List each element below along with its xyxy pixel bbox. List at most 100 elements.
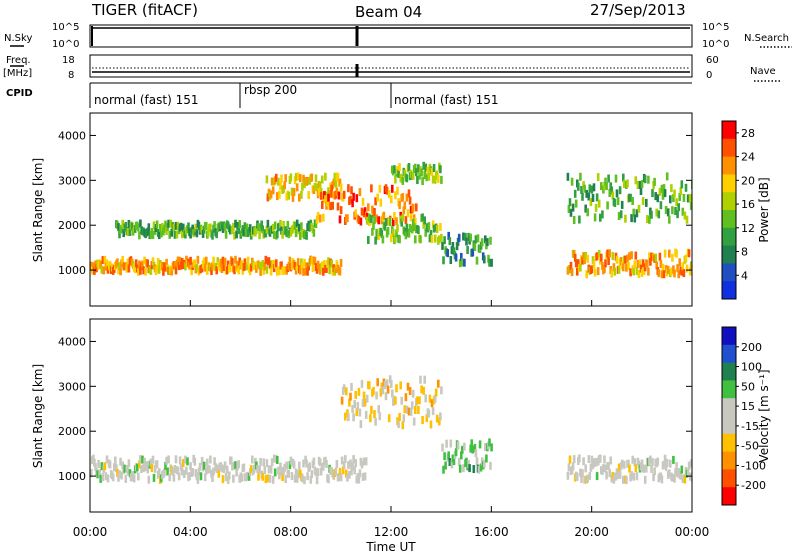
heatmap-cell [357,475,361,484]
heatmap-cell [627,459,630,468]
heatmap-cell [567,463,571,472]
heatmap-cell [427,222,431,231]
heatmap-cell [268,260,272,269]
colorbar-swatch [722,327,736,346]
heatmap-cell [177,472,181,481]
heatmap-cell [300,190,303,199]
heatmap-cell [245,262,249,271]
cpid-segment-0: normal (fast) 151 [94,93,198,107]
heatmap-cell [341,466,345,475]
heatmap-cell [291,193,295,202]
heatmap-cell [335,460,339,468]
heatmap-cell [362,457,366,466]
heatmap-cell [471,445,475,454]
heatmap-cell [298,223,301,232]
heatmap-cell [101,256,105,265]
heatmap-cell [648,215,651,224]
heatmap-cell [189,462,192,471]
heatmap-cell [601,210,604,219]
heatmap-cell [604,177,607,186]
heatmap-cell [371,227,374,236]
heatmap-cell [146,259,149,268]
nsearch-label: N.Search [744,33,789,44]
heatmap-cell [188,472,191,481]
heatmap-cell [361,197,365,206]
heatmap-cell [234,461,237,470]
heatmap-cell [581,256,584,265]
heatmap-cell [339,259,343,267]
colorbar-tick-label: 24 [741,151,755,164]
heatmap-cell [417,406,420,414]
heatmap-cell [322,462,325,471]
heatmap-cell [258,465,261,474]
heatmap-cell [479,463,483,472]
heatmap-cell [290,472,294,481]
heatmap-cell [675,249,678,258]
heatmap-cell [318,181,322,190]
x-tick-label: 12:00 [374,525,409,539]
heatmap-cell [167,455,170,464]
heatmap-cell [377,405,380,414]
heatmap-cell [219,258,223,267]
heatmap-cell [613,199,617,207]
heatmap-cell [683,475,687,484]
heatmap-cell [271,223,275,232]
heatmap-cell [144,267,147,276]
heatmap-cell [176,466,180,475]
heatmap-cell [608,189,611,197]
heatmap-cell [157,265,161,274]
heatmap-cell [262,266,265,275]
heatmap-cell [247,472,251,481]
heatmap-cell [334,467,338,476]
colorbar-tick-label: 200 [741,341,762,354]
heatmap-cell [677,270,680,279]
heatmap-cell [579,263,582,272]
heatmap-cell [617,463,621,472]
heatmap-cell [607,174,610,183]
heatmap-cell [460,451,463,460]
heatmap-cell [272,230,276,239]
heatmap-cell [292,460,296,469]
heatmap-cell [574,259,578,268]
heatmap-cell [276,192,279,201]
heatmap-cell [591,256,595,265]
heatmap-cell [163,224,166,233]
heatmap-cell [414,163,417,172]
heatmap-cell [671,473,674,482]
heatmap-cell [422,220,425,229]
heatmap-cell [392,218,395,227]
heatmap-cell [655,208,658,217]
heatmap-cell [412,223,416,232]
heatmap-cell [95,264,98,273]
heatmap-cell [485,454,488,463]
colorbar-tick-label: 8 [741,246,748,259]
heatmap-cell [638,181,642,189]
heatmap-cell [273,468,277,477]
heatmap-cell [399,381,402,390]
heatmap-cell [433,394,437,403]
heatmap-cell [608,249,611,258]
heatmap-cell [162,267,165,276]
heatmap-cell [237,226,240,235]
beam-label: Beam 04 [355,3,422,21]
heatmap-cell [173,230,177,239]
heatmap-cell [339,473,343,482]
heatmap-cell [395,217,398,226]
heatmap-cell [97,460,100,468]
heatmap-cell [455,242,459,251]
heatmap-cell [577,259,580,268]
heatmap-cell [126,467,130,476]
heatmap-cell [649,257,652,266]
heatmap-cell [195,229,199,238]
heatmap-cell [355,408,359,417]
heatmap-cell [344,455,347,464]
heatmap-cell [663,249,667,258]
heatmap-cell [448,458,452,466]
heatmap-cell [240,473,244,482]
heatmap-cell [608,469,611,478]
heatmap-cell [280,226,283,235]
y-tick-label: 1000 [58,470,86,483]
heatmap-cell [278,190,281,199]
heatmap-cell [596,173,600,182]
heatmap-cell [357,387,361,396]
